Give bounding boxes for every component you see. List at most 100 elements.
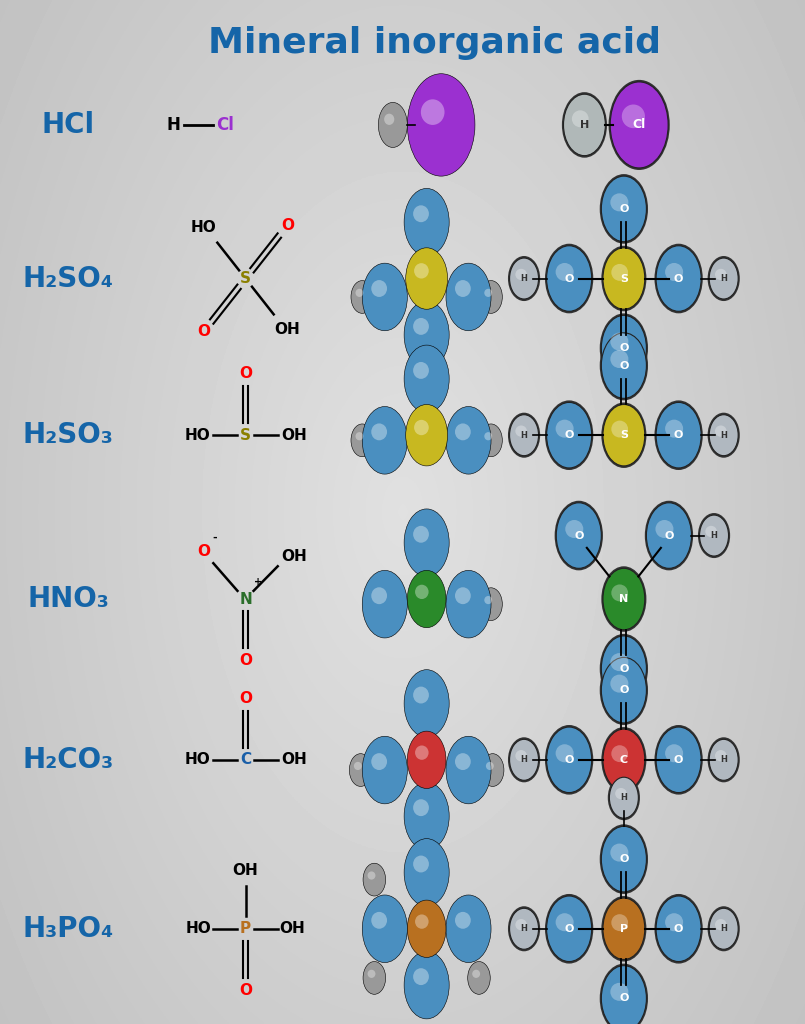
Ellipse shape xyxy=(610,675,629,692)
Ellipse shape xyxy=(480,588,502,621)
Ellipse shape xyxy=(608,775,640,820)
Text: OH: OH xyxy=(281,753,307,767)
Text: S: S xyxy=(240,271,251,286)
Ellipse shape xyxy=(572,111,588,127)
Text: O: O xyxy=(281,218,294,232)
Ellipse shape xyxy=(665,744,683,762)
Ellipse shape xyxy=(709,908,738,949)
Ellipse shape xyxy=(356,432,363,440)
Text: O: O xyxy=(564,755,574,765)
Ellipse shape xyxy=(351,424,374,457)
Ellipse shape xyxy=(455,424,471,440)
Ellipse shape xyxy=(700,515,729,556)
Ellipse shape xyxy=(708,906,740,951)
Ellipse shape xyxy=(565,520,584,538)
Ellipse shape xyxy=(603,248,645,309)
Ellipse shape xyxy=(609,80,670,170)
Ellipse shape xyxy=(708,737,740,782)
Ellipse shape xyxy=(356,289,363,297)
Text: O: O xyxy=(674,755,683,765)
Ellipse shape xyxy=(615,788,627,799)
Ellipse shape xyxy=(413,856,429,872)
Text: S: S xyxy=(620,430,628,440)
Text: O: O xyxy=(674,430,683,440)
Ellipse shape xyxy=(510,258,539,299)
Text: O: O xyxy=(619,993,629,1004)
Text: OH: OH xyxy=(275,323,300,337)
Text: OH: OH xyxy=(233,863,258,878)
Ellipse shape xyxy=(515,920,527,930)
Ellipse shape xyxy=(404,509,449,577)
Ellipse shape xyxy=(603,898,645,959)
Ellipse shape xyxy=(709,258,738,299)
Ellipse shape xyxy=(715,426,727,436)
Ellipse shape xyxy=(665,913,683,931)
Ellipse shape xyxy=(414,420,429,435)
Ellipse shape xyxy=(414,263,429,279)
Text: C: C xyxy=(240,753,251,767)
Ellipse shape xyxy=(715,269,727,280)
Text: O: O xyxy=(197,325,210,339)
Text: H: H xyxy=(711,531,717,540)
Ellipse shape xyxy=(515,750,527,762)
Ellipse shape xyxy=(404,345,449,413)
Text: O: O xyxy=(619,664,629,674)
Ellipse shape xyxy=(600,331,648,400)
Text: H: H xyxy=(521,756,527,764)
Ellipse shape xyxy=(556,503,601,568)
Ellipse shape xyxy=(601,333,646,398)
Text: O: O xyxy=(619,204,629,214)
Ellipse shape xyxy=(480,424,502,457)
Ellipse shape xyxy=(600,655,648,725)
Ellipse shape xyxy=(413,969,429,985)
Text: O: O xyxy=(197,545,210,559)
Ellipse shape xyxy=(413,687,429,703)
Ellipse shape xyxy=(611,585,628,601)
Text: H₃PO₄: H₃PO₄ xyxy=(23,914,114,943)
Text: H₂SO₄: H₂SO₄ xyxy=(23,264,114,293)
Ellipse shape xyxy=(363,962,386,994)
Ellipse shape xyxy=(715,920,727,930)
Ellipse shape xyxy=(485,432,492,440)
Ellipse shape xyxy=(715,750,727,762)
Text: +: + xyxy=(254,577,262,587)
Ellipse shape xyxy=(404,670,449,737)
Ellipse shape xyxy=(621,104,645,128)
Text: S: S xyxy=(240,428,251,442)
Ellipse shape xyxy=(555,263,574,281)
Text: HNO₃: HNO₃ xyxy=(27,585,109,613)
Ellipse shape xyxy=(601,315,646,381)
Ellipse shape xyxy=(485,596,492,604)
Text: O: O xyxy=(564,430,574,440)
Ellipse shape xyxy=(656,896,701,962)
Text: O: O xyxy=(239,691,252,706)
Ellipse shape xyxy=(601,246,646,311)
Ellipse shape xyxy=(601,727,646,793)
Ellipse shape xyxy=(611,421,628,437)
Ellipse shape xyxy=(510,415,539,456)
Ellipse shape xyxy=(413,799,429,816)
Ellipse shape xyxy=(705,526,717,537)
Ellipse shape xyxy=(473,970,480,978)
Ellipse shape xyxy=(610,983,629,1000)
Text: O: O xyxy=(239,653,252,668)
Ellipse shape xyxy=(709,415,738,456)
Ellipse shape xyxy=(601,657,646,723)
Ellipse shape xyxy=(708,413,740,458)
Ellipse shape xyxy=(547,896,592,962)
Ellipse shape xyxy=(362,263,407,331)
Text: C: C xyxy=(620,755,628,765)
Text: HO: HO xyxy=(186,922,212,936)
Ellipse shape xyxy=(555,913,574,931)
Text: Cl: Cl xyxy=(633,119,646,131)
Ellipse shape xyxy=(654,400,703,470)
Text: O: O xyxy=(674,924,683,934)
Ellipse shape xyxy=(610,333,629,350)
Ellipse shape xyxy=(362,570,407,638)
Ellipse shape xyxy=(611,914,628,931)
Ellipse shape xyxy=(708,256,740,301)
Ellipse shape xyxy=(384,114,394,125)
Ellipse shape xyxy=(547,727,592,793)
Ellipse shape xyxy=(371,281,387,297)
Text: H: H xyxy=(720,431,727,439)
